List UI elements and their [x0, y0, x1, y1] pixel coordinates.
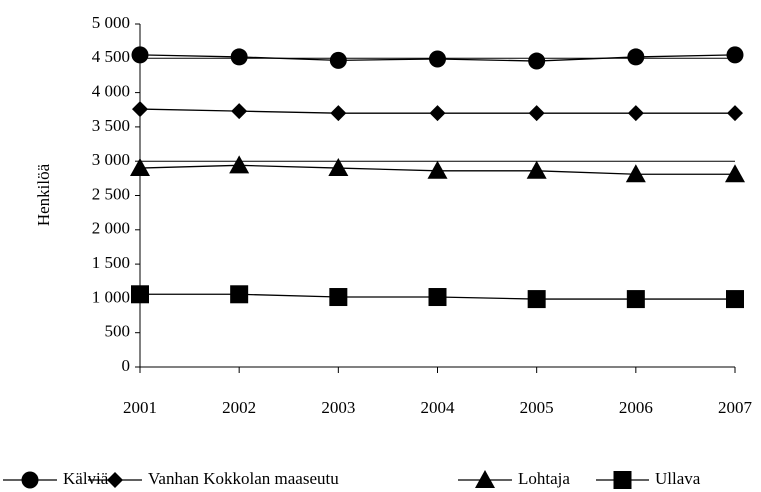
y-tick-label: 5 000	[92, 13, 130, 32]
x-tick-label: 2002	[222, 398, 256, 417]
y-tick-label: 2 000	[92, 219, 130, 238]
y-tick-label: 1 500	[92, 253, 130, 272]
marker	[527, 290, 546, 309]
marker	[330, 105, 347, 122]
x-tick-label: 2005	[520, 398, 554, 417]
marker	[726, 290, 744, 309]
x-tick-label: 2004	[421, 398, 456, 417]
legend-label: Kälviä	[63, 469, 109, 488]
x-tick-label: 2003	[321, 398, 355, 417]
marker	[132, 101, 148, 118]
marker	[107, 472, 123, 488]
x-tick-label: 2001	[123, 398, 157, 417]
marker	[725, 164, 745, 183]
marker	[131, 46, 149, 64]
x-tick-label: 2007	[718, 398, 753, 417]
marker	[21, 471, 39, 489]
y-tick-label: 4 000	[92, 82, 130, 101]
marker	[428, 288, 447, 307]
marker	[727, 105, 743, 122]
marker	[627, 105, 644, 122]
marker	[229, 155, 250, 174]
marker	[328, 158, 349, 177]
marker	[427, 160, 448, 179]
marker	[528, 105, 545, 122]
marker	[726, 46, 744, 64]
marker	[627, 48, 645, 66]
marker	[429, 105, 446, 122]
y-axis-label: Henkilöä	[34, 163, 53, 226]
marker	[230, 285, 249, 304]
y-tick-label: 2 500	[92, 184, 130, 203]
y-tick-label: 3 500	[92, 116, 130, 135]
marker	[625, 164, 646, 183]
legend-label: Vanhan Kokkolan maaseutu	[148, 469, 339, 488]
marker	[475, 470, 495, 488]
marker	[613, 471, 632, 489]
marker	[230, 48, 248, 66]
y-tick-label: 1 000	[92, 287, 130, 306]
marker	[130, 158, 150, 177]
y-tick-label: 3 000	[92, 150, 130, 169]
marker	[528, 52, 546, 70]
marker	[329, 51, 347, 69]
marker	[526, 160, 547, 179]
y-tick-label: 0	[122, 356, 131, 375]
legend-label: Lohtaja	[518, 469, 570, 488]
x-tick-label: 2006	[619, 398, 653, 417]
y-tick-label: 500	[105, 322, 131, 341]
y-tick-label: 4 500	[92, 47, 130, 66]
legend-label: Ullava	[655, 469, 701, 488]
marker	[626, 290, 645, 309]
marker	[231, 103, 248, 120]
marker	[429, 50, 446, 68]
marker	[131, 285, 149, 304]
marker	[329, 288, 348, 307]
